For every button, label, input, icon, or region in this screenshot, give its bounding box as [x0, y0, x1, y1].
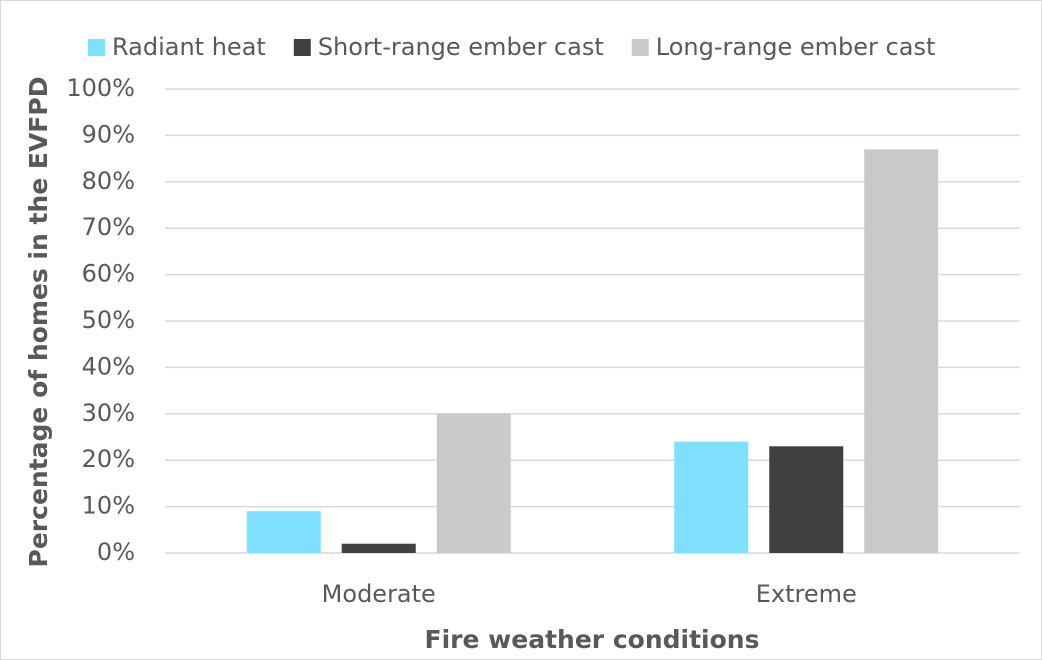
- x-tick-label: Moderate: [322, 580, 436, 608]
- y-tick-label: 100%: [66, 74, 135, 102]
- y-tick-label: 0%: [97, 538, 135, 566]
- bar: [864, 149, 939, 553]
- y-tick-label: 90%: [82, 120, 135, 148]
- y-tick-label: 30%: [82, 399, 135, 427]
- legend-swatch: [293, 39, 311, 56]
- y-tick-label: 70%: [82, 213, 135, 241]
- legend-label: Long-range ember cast: [656, 33, 936, 61]
- bar: [341, 543, 416, 553]
- y-tick-label: 20%: [82, 445, 135, 473]
- y-tick-label: 50%: [82, 306, 135, 334]
- bar: [436, 413, 511, 553]
- x-axis-label: Fire weather conditions: [425, 625, 760, 654]
- y-tick-label: 80%: [82, 167, 135, 195]
- legend-label: Radiant heat: [112, 33, 266, 61]
- legend-label: Short-range ember cast: [318, 33, 604, 61]
- x-tick-label: Extreme: [756, 580, 857, 608]
- legend-swatch: [88, 39, 105, 56]
- legend-swatch: [631, 39, 649, 56]
- y-tick-label: 40%: [82, 352, 135, 380]
- bar: [674, 441, 749, 553]
- y-axis-label: Percentage of homes in the EVFPD: [24, 77, 53, 568]
- y-tick-label: 10%: [82, 492, 135, 520]
- y-tick-label: 60%: [82, 260, 135, 288]
- bar: [769, 446, 844, 553]
- bar: [246, 511, 321, 553]
